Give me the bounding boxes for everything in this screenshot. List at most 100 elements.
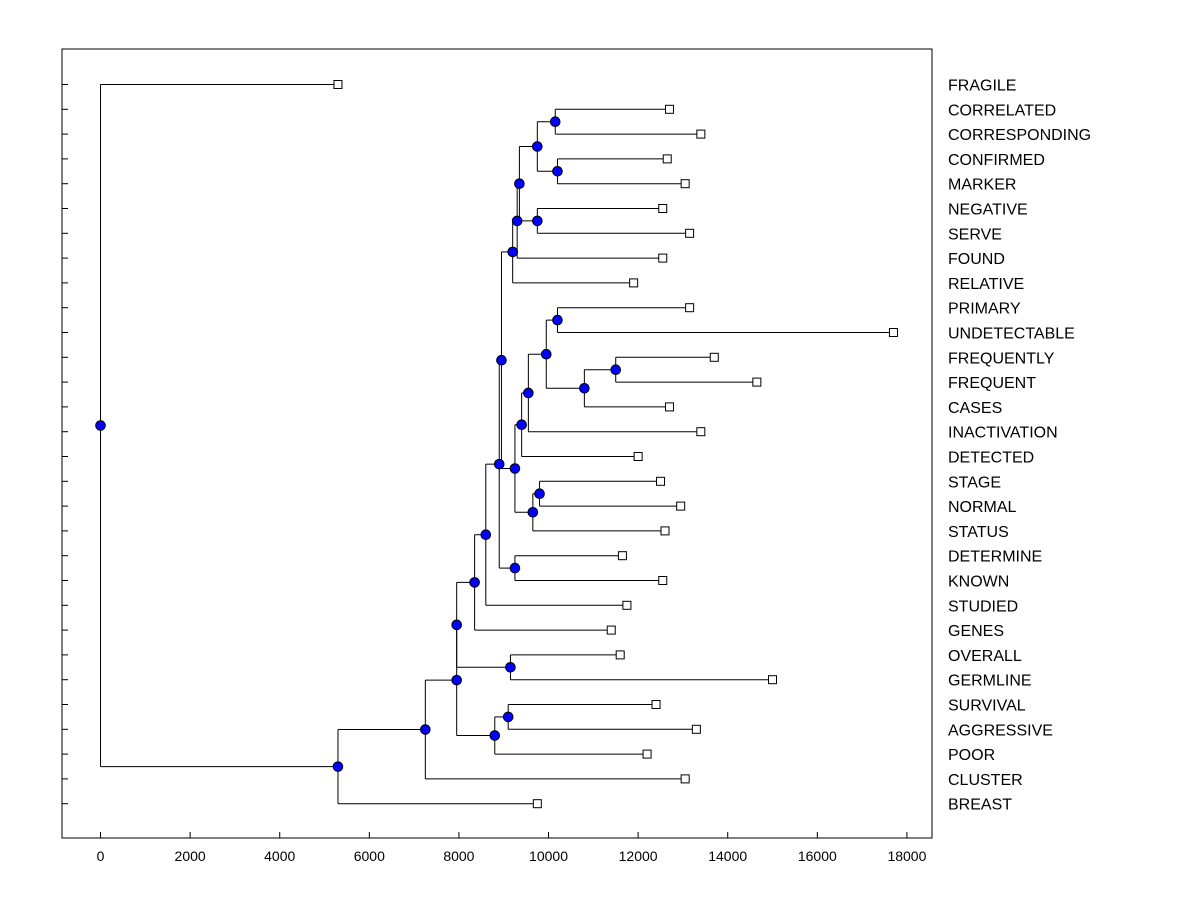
merge-node-n_b2 [523, 387, 534, 399]
merge-node-n_b1 [540, 348, 552, 360]
x-axis: 0 2000 4000 6000 8000 10000 12000 14000 16000 180… [97, 832, 927, 864]
leaf-marker-germline [768, 675, 778, 685]
x-tick-label-10000: 10000 [529, 848, 568, 864]
dendrogram-branches [100, 84, 894, 805]
leaf-label-survival: SURVIVAL [948, 698, 1026, 715]
leaf-marker-negative [658, 204, 668, 213]
merge-node-n_sn [534, 488, 545, 500]
leaf-label-marker: MARKER [948, 177, 1016, 194]
merge-node-n_sns [527, 507, 539, 518]
merge-node-n_b3 [516, 419, 527, 431]
leaf-marker-relative [629, 278, 639, 288]
merge-nodes [95, 116, 622, 772]
merge-node-n_a3 [507, 246, 518, 258]
leaf-label-overall: OVERALL [948, 648, 1022, 665]
leaf-label-found: FOUND [948, 251, 1005, 268]
merge-node-n_c4 [451, 619, 462, 631]
leaf-label-undetectable: UNDETECTABLE [948, 326, 1075, 343]
leaf-markers [333, 80, 898, 809]
x-tick-label-6000: 6000 [354, 848, 385, 864]
leaf-label-status: STATUS [948, 524, 1009, 541]
leaf-marker-detected [633, 452, 643, 461]
merge-node-n_c3 [469, 577, 480, 588]
leaf-marker-status [660, 526, 670, 536]
leaf-marker-known [658, 576, 668, 585]
x-tick-label-18000: 18000 [887, 848, 926, 864]
leaf-marker-survival [651, 700, 661, 709]
leaf-label-frequently: FREQUENTLY [948, 350, 1055, 367]
leaf-label-germline: GERMLINE [948, 673, 1032, 690]
plot-frame [61, 48, 933, 839]
y-ticks [62, 84, 68, 805]
leaf-label-relative: RELATIVE [948, 276, 1024, 293]
leaf-label-inactivation: INACTIVATION [948, 425, 1058, 442]
leaf-marker-genes [606, 625, 616, 635]
leaf-label-negative: NEGATIVE [948, 202, 1028, 219]
leaf-marker-primary [685, 303, 695, 313]
leaf-label-frequent: FREQUENT [948, 375, 1036, 392]
leaf-marker-cases [664, 402, 674, 412]
leaf-marker-fragile [333, 80, 343, 89]
merge-node-n_c2 [480, 529, 492, 541]
leaf-label-normal: NORMAL [948, 499, 1017, 516]
merge-node-n_og [505, 662, 516, 673]
leaf-label-stage: STAGE [948, 474, 1001, 491]
leaf-labels: FRAGILE CORRELATED CORRESPONDING CONFIRMED M… [948, 78, 1091, 814]
merge-node-n_a1 [514, 178, 525, 189]
leaf-label-cluster: CLUSTER [948, 772, 1023, 789]
merge-node-n_cc [549, 116, 561, 127]
merge-node-n_ab [496, 354, 507, 366]
leaf-marker-overall [615, 650, 625, 660]
leaf-marker-inactivation [696, 427, 706, 437]
leaf-marker-cluster [680, 774, 690, 784]
merge-node-n_c7 [332, 761, 344, 772]
leaf-label-cases: CASES [948, 400, 1002, 417]
leaf-label-serve: SERVE [948, 226, 1002, 243]
leaf-marker-frequently [709, 352, 719, 362]
leaf-label-genes: GENES [948, 623, 1004, 640]
leaf-marker-found [658, 253, 668, 263]
x-tick-label-16000: 16000 [798, 848, 837, 864]
x-tick-label-8000: 8000 [443, 848, 474, 864]
merge-node-n_c1 [493, 458, 505, 470]
x-tick-label-0: 0 [97, 848, 105, 864]
merge-node-n_a2 [511, 215, 523, 227]
leaf-label-studied: STUDIED [948, 598, 1018, 615]
merge-node-n_sap [489, 730, 501, 741]
merge-node-n_c6 [420, 724, 431, 735]
leaf-label-primary: PRIMARY [948, 301, 1021, 318]
merge-node-n_ccm [532, 141, 543, 152]
leaf-label-fragile: FRAGILE [948, 78, 1016, 95]
x-tick-label-14000: 14000 [708, 848, 747, 864]
merge-node-n_ffc [579, 383, 590, 394]
merge-node-n_root [95, 420, 106, 431]
x-tick-label-4000: 4000 [264, 848, 295, 864]
leaf-marker-determine [617, 551, 627, 561]
x-tick-label-12000: 12000 [619, 848, 658, 864]
leaf-label-aggressive: AGGRESSIVE [948, 722, 1053, 739]
merge-node-n_dk [509, 562, 521, 574]
leaf-marker-studied [622, 600, 632, 610]
leaf-label-determine: DETERMINE [948, 549, 1042, 566]
leaf-label-poor: POOR [948, 747, 995, 764]
merge-node-n_pu [552, 314, 563, 326]
leaf-marker-confirmed [662, 154, 672, 164]
leaf-marker-marker [680, 179, 690, 189]
x-tick-label-2000: 2000 [175, 848, 206, 864]
leaf-marker-aggressive [691, 724, 701, 734]
merge-node-n_ff [610, 364, 622, 376]
leaf-marker-corresponding [696, 129, 706, 139]
merge-node-n_b4 [509, 463, 521, 474]
merge-node-n_cm [552, 166, 563, 177]
leaf-label-corresponding: CORRESPONDING [948, 127, 1091, 144]
leaf-label-detected: DETECTED [948, 450, 1034, 467]
merge-node-n_c5 [451, 674, 462, 686]
leaf-marker-correlated [664, 104, 674, 114]
leaf-marker-breast [532, 799, 542, 809]
leaf-marker-stage [656, 476, 666, 486]
leaf-marker-frequent [752, 377, 762, 387]
leaf-marker-poor [642, 749, 652, 759]
leaf-label-breast: BREAST [948, 797, 1012, 814]
leaf-marker-undetectable [888, 328, 898, 337]
